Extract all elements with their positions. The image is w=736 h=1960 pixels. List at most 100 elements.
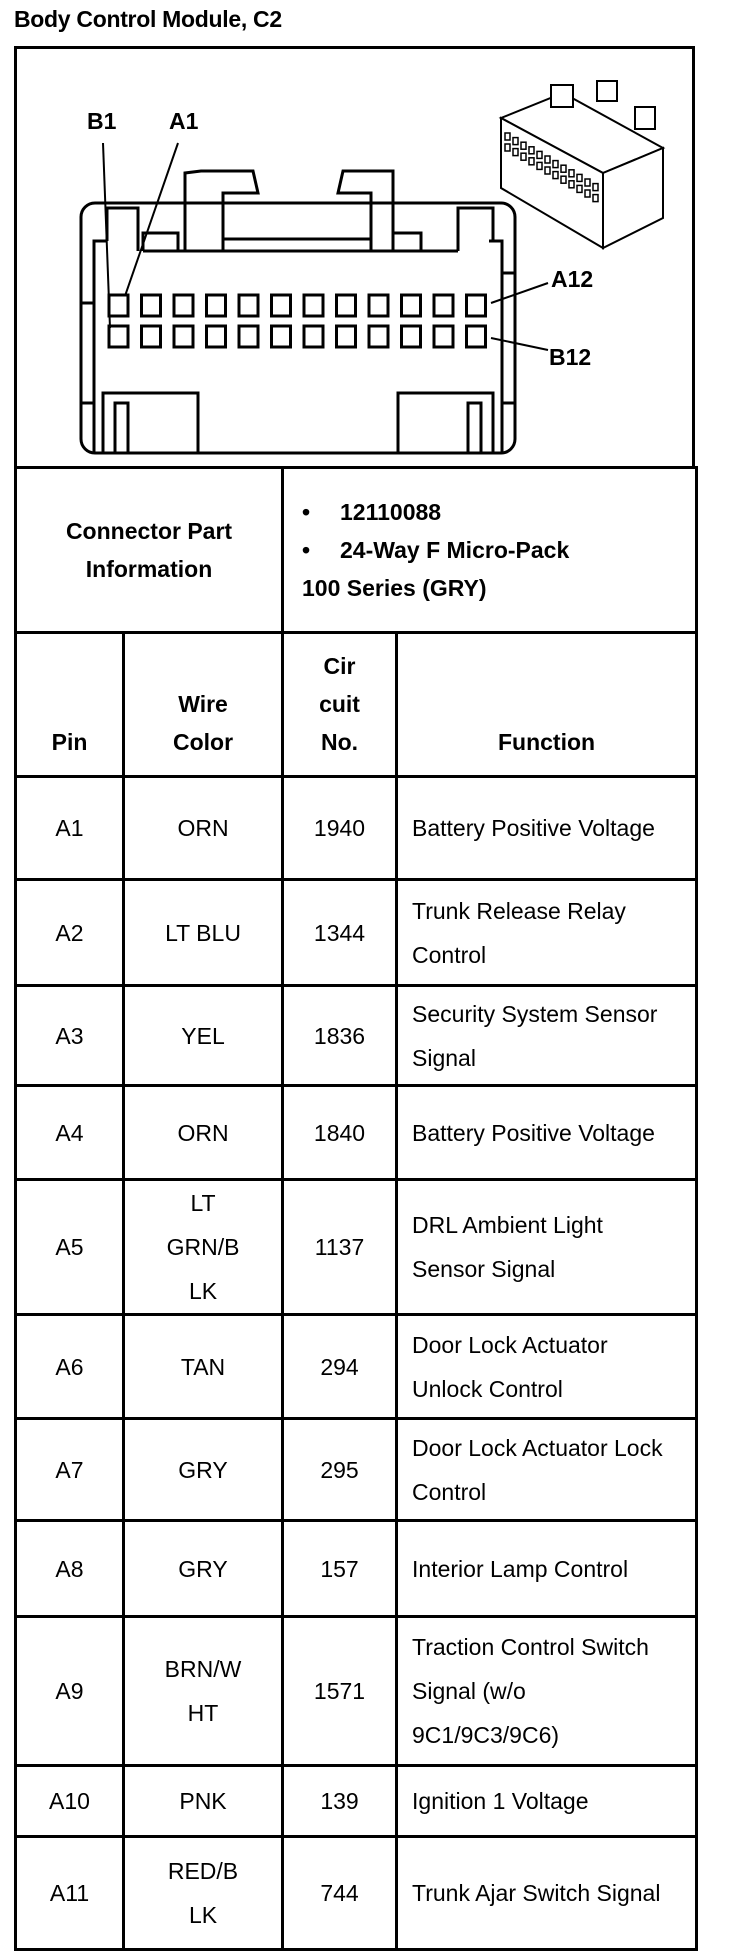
pin-cavity [302, 293, 325, 318]
function-cell: Door Lock Actuator Lock Control [395, 1417, 699, 1522]
wire-color-cell: ORN [121, 1084, 285, 1181]
pin-cell: A2 [14, 878, 125, 987]
iso-pin [528, 157, 535, 166]
table-row: A3 YEL 1836 Security System Sensor Signa… [14, 984, 699, 1087]
bullet-item: • 12110088 [302, 499, 442, 525]
iso-pin [592, 193, 599, 203]
circuit-cell: 1840 [281, 1084, 399, 1181]
pin-cell: A7 [14, 1417, 125, 1522]
pin-cavity [335, 324, 357, 349]
table-row: A5 LT GRN/B LK 1137 DRL Ambient Light Sens… [14, 1178, 699, 1316]
function-cell: Security System Sensor Signal [395, 984, 699, 1087]
pin-cavity [432, 324, 455, 349]
iso-pin [576, 184, 583, 194]
page-title: Body Control Module, C2 [14, 6, 282, 32]
function-cell: DRL Ambient Light Sensor Signal [395, 1178, 699, 1316]
pin-cavity [270, 293, 292, 318]
iso-pin [568, 180, 575, 189]
table-row: A4 ORN 1840 Battery Positive Voltage [14, 1084, 699, 1181]
iso-pin [520, 152, 527, 161]
function-cell: Traction Control Switch Signal (w/o 9C1/… [395, 1615, 699, 1767]
iso-pin [504, 132, 511, 141]
circuit-cell: 139 [281, 1764, 399, 1838]
pin-cell: A1 [14, 775, 125, 881]
table-row: A2 LT BLU 1344 Trunk Release Relay Contr… [14, 878, 699, 987]
function-cell: Ignition 1 Voltage [395, 1764, 699, 1838]
iso-pin [584, 189, 591, 198]
function-cell: Battery Positive Voltage [395, 1084, 699, 1181]
circuit-cell: 1836 [281, 984, 399, 1087]
circuit-cell: 294 [281, 1313, 399, 1420]
pin-cavity [140, 293, 162, 318]
circuit-cell: 1571 [281, 1615, 399, 1767]
iso-pin [584, 178, 591, 187]
iso-pin [512, 136, 519, 146]
part-info-row: Connector Part Information • 12110088 • 24… [13, 466, 699, 634]
connector-diagram: B1 A1 A12 B12 [14, 46, 695, 469]
header-wire-color: Wire Color [121, 631, 285, 778]
pin-cavity [400, 324, 422, 349]
circuit-cell: 744 [281, 1835, 399, 1951]
pin-cavity [205, 324, 227, 349]
header-function: Function [395, 631, 699, 778]
series-text: 100 Series (GRY) [302, 575, 487, 601]
pin-cell: A11 [14, 1835, 125, 1951]
function-cell: Trunk Ajar Switch Signal [395, 1835, 699, 1951]
table-row: A11 RED/B LK 744 Trunk Ajar Switch Signal [14, 1835, 699, 1951]
pin-cavity [367, 293, 390, 318]
iso-pin [552, 159, 559, 169]
circuit-cell: 157 [281, 1519, 399, 1618]
pin-cell: A5 [14, 1178, 125, 1316]
iso-pin [552, 170, 559, 180]
part-info-details: • 12110088 • 24-Way F Micro-Pack 100 Serie… [281, 466, 699, 634]
iso-pin [568, 169, 575, 178]
wire-color-cell: PNK [121, 1764, 285, 1838]
pin-cavity [172, 293, 195, 318]
wire-color-cell: BRN/W HT [121, 1615, 285, 1767]
connector-face-icon: B1 A1 A12 B12 [79, 80, 666, 455]
label-a1: A1 [169, 108, 199, 134]
wire-color-cell: ORN [121, 775, 285, 881]
pin-cell: A3 [14, 984, 125, 1087]
function-cell: Door Lock Actuator Unlock Control [395, 1313, 699, 1420]
pin-cavity [140, 324, 162, 349]
connector-isometric-icon [498, 80, 666, 250]
iso-pin [528, 146, 535, 155]
pinout-table: Connector Part Information • 12110088 • 24… [13, 466, 699, 1951]
pin-cell: A8 [14, 1519, 125, 1618]
pin-cell: A10 [14, 1764, 125, 1838]
iso-pin [560, 175, 567, 184]
iso-pin [504, 143, 511, 152]
iso-pin [520, 141, 527, 150]
iso-pin [544, 155, 551, 164]
label-a12: A12 [551, 266, 593, 292]
pin-cavity [302, 324, 325, 349]
table-row: A7 GRY 295 Door Lock Actuator Lock Contr… [14, 1417, 699, 1522]
label-b12: B12 [549, 344, 591, 370]
header-pin: Pin [14, 631, 125, 778]
pin-cavity [107, 293, 130, 318]
pin-cavity [205, 293, 227, 318]
table-row: A9 BRN/W HT 1571 Traction Control Switch … [14, 1615, 699, 1767]
iso-pin [576, 173, 583, 183]
function-cell: Interior Lamp Control [395, 1519, 699, 1618]
pin-cavity [367, 324, 390, 349]
pin-cavity [237, 293, 260, 318]
wire-color-cell: GRY [121, 1417, 285, 1522]
table-row: A1 ORN 1940 Battery Positive Voltage [14, 775, 699, 881]
wire-color-cell: GRY [121, 1519, 285, 1618]
pin-cavity [172, 324, 195, 349]
pin-cavity [465, 324, 487, 349]
wire-color-cell: TAN [121, 1313, 285, 1420]
wire-color-cell: RED/B LK [121, 1835, 285, 1951]
part-info-label: Connector Part Information [13, 466, 285, 634]
pin-cavity [335, 293, 357, 318]
label-b1: B1 [87, 108, 117, 134]
function-cell: Trunk Release Relay Control [395, 878, 699, 987]
pin-cavity [107, 324, 130, 349]
pin-cavity [237, 324, 260, 349]
function-cell: Battery Positive Voltage [395, 775, 699, 881]
table-row: A10 PNK 139 Ignition 1 Voltage [14, 1764, 699, 1838]
pin-cell: A4 [14, 1084, 125, 1181]
circuit-cell: 1137 [281, 1178, 399, 1316]
